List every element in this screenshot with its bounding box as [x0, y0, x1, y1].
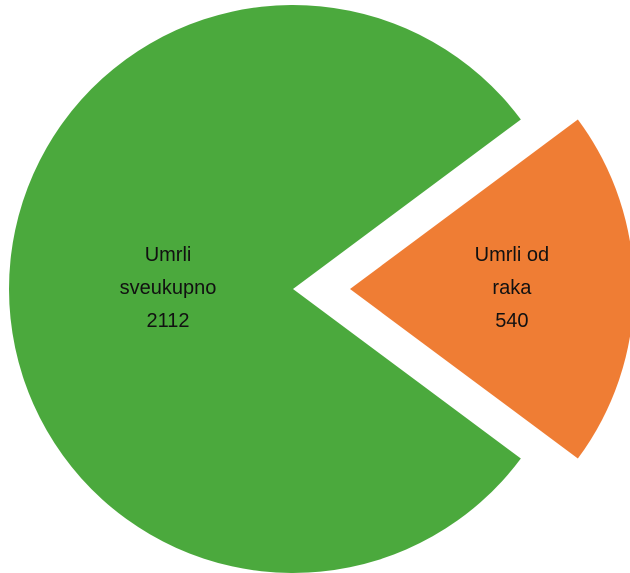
slice-value: 2112: [146, 310, 190, 332]
pie-slice: [350, 119, 630, 459]
slice-name: Umrli od raka: [474, 244, 550, 299]
slice-label: Umrli od raka 540: [456, 239, 568, 338]
slice-name: Umrli sveukupno: [119, 244, 217, 299]
pie-slice: [8, 4, 521, 573]
slice-label: Umrli sveukupno 2112: [112, 239, 224, 338]
slice-value: 540: [495, 310, 529, 332]
